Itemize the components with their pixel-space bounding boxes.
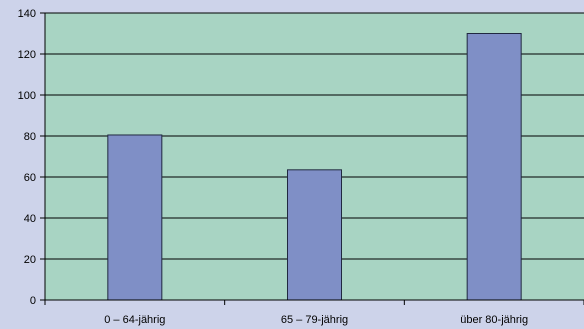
x-tick-labels: 0 – 64-jährig 65 – 79-jährig über 80-jähri… [104, 314, 528, 326]
bars [107, 33, 522, 301]
y-tick-label: 20 [24, 254, 36, 266]
x-tick-label: 0 – 64-jährig [104, 314, 165, 326]
y-tick-label: 140 [18, 8, 36, 20]
y-tick-label: 60 [24, 172, 36, 184]
axes [44, 13, 584, 305]
x-tick-label: 65 – 79-jährig [281, 314, 348, 326]
bar-2 [287, 169, 342, 301]
x-tick-label: über 80-jährig [460, 314, 528, 326]
y-tick-labels: 0 20 40 60 80 100 120 140 [18, 8, 36, 307]
y-tick-label: 40 [24, 213, 36, 225]
y-tick-label: 0 [30, 295, 36, 307]
y-tick-label: 120 [18, 49, 36, 61]
bar-3 [466, 33, 522, 301]
y-tick-label: 80 [24, 131, 36, 143]
y-tick-label: 100 [18, 90, 36, 102]
bar-1 [107, 134, 163, 301]
